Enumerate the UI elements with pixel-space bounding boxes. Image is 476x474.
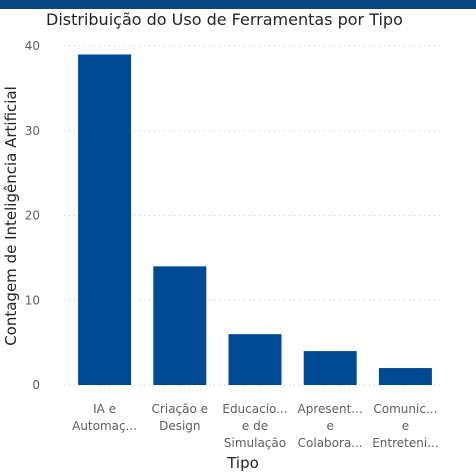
x-tick-label: e: [402, 419, 409, 433]
x-tick-label: Comunic...: [373, 402, 437, 416]
x-tick-label: Apresent...: [298, 402, 363, 416]
y-tick-label: 20: [25, 209, 40, 223]
y-tick-label: 0: [32, 378, 40, 392]
x-tick-label: Design: [159, 419, 200, 433]
x-tick-label: Automaç...: [72, 419, 137, 433]
bars: [78, 54, 432, 385]
x-tick-label: IA e: [93, 402, 116, 416]
bar[interactable]: [153, 266, 207, 385]
bar[interactable]: [378, 368, 432, 385]
y-tick-label: 10: [25, 293, 40, 307]
x-tick-label: Simulação: [224, 436, 286, 450]
x-tick-label: Educacio...: [222, 402, 287, 416]
bar[interactable]: [303, 351, 357, 385]
bar[interactable]: [78, 54, 132, 385]
x-axis-label: Tipo: [226, 454, 259, 472]
x-tick-label: Colabora...: [298, 436, 363, 450]
y-axis-ticks: 0 10 20 30 40: [25, 39, 40, 392]
x-tick-label: e: [327, 419, 334, 433]
chart-title: Distribuição do Uso de Ferramentas por T…: [46, 10, 403, 29]
x-tick-label: Criação e: [152, 402, 209, 416]
y-tick-label: 40: [25, 39, 40, 53]
y-axis-label: Contagem de Inteligência Artificial: [2, 86, 20, 346]
y-tick-label: 30: [25, 124, 40, 138]
x-tick-label: Entreteni...: [372, 436, 438, 450]
x-axis-categories: IA e Automaç... Criação e Design Educacio...…: [72, 402, 438, 450]
header-bar: [0, 0, 476, 9]
x-tick-label: e de: [242, 419, 268, 433]
bar[interactable]: [228, 334, 282, 385]
